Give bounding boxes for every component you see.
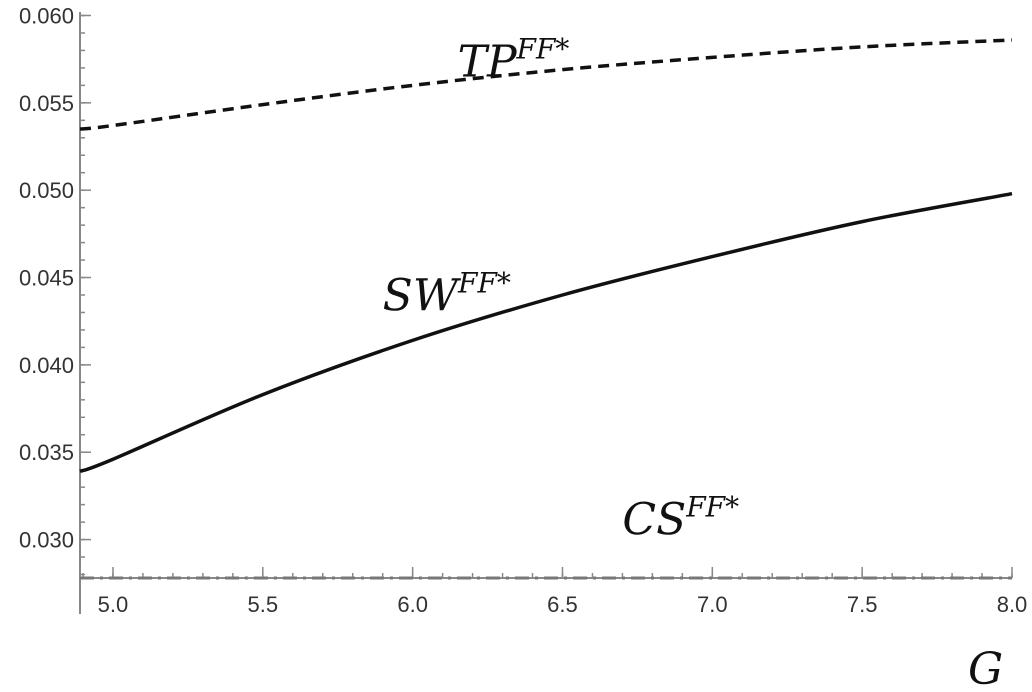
- y-axis: 0.030 0.035 0.040 0.045 0.050 0.055 0.060: [19, 3, 91, 578]
- y-tick-label: 0.050: [19, 178, 74, 203]
- y-tick-label: 0.035: [19, 440, 74, 465]
- series-layer: [79, 38, 1013, 580]
- series-label-tp: TPFF*: [458, 33, 570, 88]
- series-label-cs: CSFF*: [622, 490, 739, 545]
- series-line-tp: [79, 38, 1013, 131]
- x-tick-label: 5.5: [248, 592, 279, 617]
- x-tick-label: 6.5: [547, 592, 578, 617]
- y-tick-label: 0.055: [19, 91, 74, 116]
- x-tick-label: 6.0: [397, 592, 428, 617]
- x-tick-label: 7.0: [697, 592, 728, 617]
- y-tick-label: 0.060: [19, 3, 74, 28]
- x-tick-label: 5.0: [98, 592, 129, 617]
- series-line-sw: [79, 191, 1013, 474]
- x-tick-label: 7.5: [847, 592, 878, 617]
- x-tick-label: 8.0: [997, 592, 1028, 617]
- y-tick-label: 0.040: [19, 353, 74, 378]
- x-axis-title: G: [968, 644, 1003, 692]
- x-axis: 5.0 5.5 6.0 6.5 7.0 7.5 8.0: [79, 567, 1028, 617]
- series-label-sw: SWFF*: [383, 267, 511, 322]
- y-tick-label: 0.045: [19, 266, 74, 291]
- series-label-layer: TPFF* SWFF* CSFF*: [383, 33, 739, 546]
- y-tick-label: 0.030: [19, 528, 74, 553]
